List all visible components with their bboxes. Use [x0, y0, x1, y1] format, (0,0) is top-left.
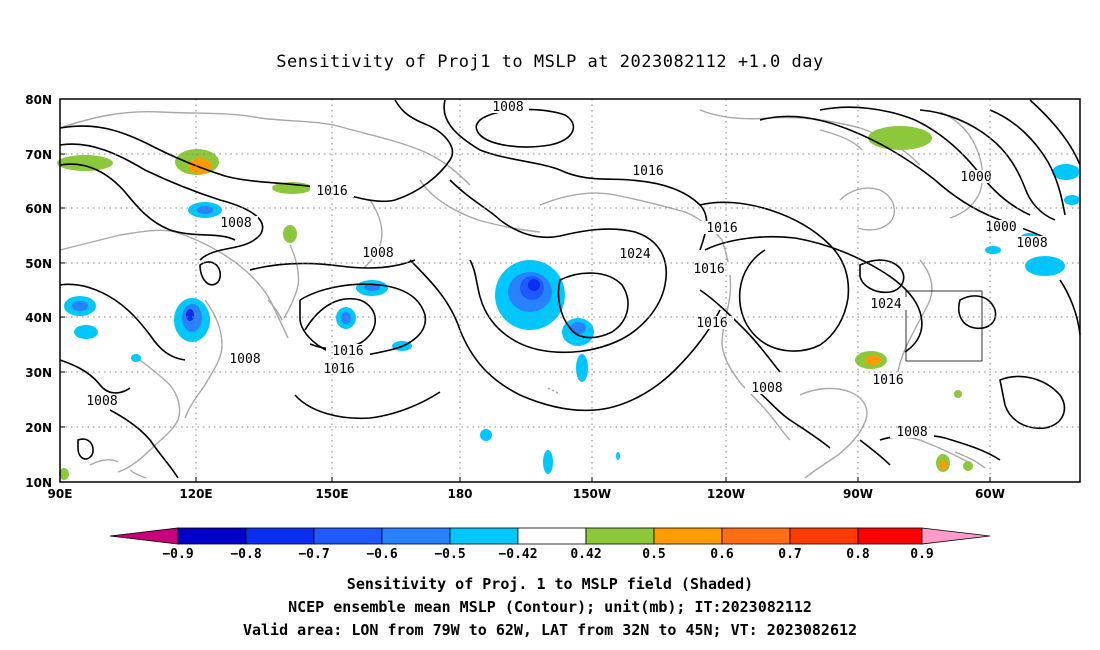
- lon-label: 150E: [315, 487, 348, 501]
- lon-label: 90E: [48, 487, 73, 501]
- lat-label: 40N: [25, 311, 52, 325]
- lon-label: 90W: [843, 487, 873, 501]
- lat-label: 50N: [25, 257, 52, 271]
- lat-label: 20N: [25, 421, 52, 435]
- contour-label: 1000: [960, 170, 991, 185]
- colorbar-label: 0.8: [846, 547, 870, 562]
- colorbar-label: −0.7: [298, 547, 329, 562]
- colorbar-label: −0.8: [230, 547, 261, 562]
- colorbar-label: −0.6: [366, 547, 397, 562]
- lat-label: 10N: [25, 476, 52, 490]
- contour-label: 1016: [693, 262, 724, 277]
- caption-line-1: Sensitivity of Proj. 1 to MSLP field (Sh…: [347, 575, 753, 593]
- contour-label: 1008: [751, 381, 782, 396]
- valid-area-box: [905, 290, 983, 362]
- lon-label: 120W: [707, 487, 745, 501]
- colorbar-label: −0.9: [162, 547, 193, 562]
- colorbar-swatch: [721, 527, 791, 545]
- contour-label: 1016: [332, 344, 363, 359]
- contour-label: 1016: [706, 221, 737, 236]
- contour-label: 1016: [632, 164, 663, 179]
- colorbar-swatch: [381, 527, 451, 545]
- colorbar-label: 0.42: [570, 547, 601, 562]
- colorbar-swatch: [789, 527, 859, 545]
- lat-label: 70N: [25, 148, 52, 162]
- colorbar: −0.9 −0.8 −0.7 −0.6 −0.5 −0.42 0.42 0.5 …: [109, 527, 991, 562]
- contour-label: 1016: [696, 316, 727, 331]
- lon-label: 120E: [179, 487, 212, 501]
- colorbar-label: 0.9: [910, 547, 933, 562]
- colorbar-label: 0.6: [710, 547, 734, 562]
- contour-label: 1016: [316, 184, 347, 199]
- contour-label: 1008: [1016, 236, 1047, 251]
- colorbar-swatch: [585, 527, 655, 545]
- caption-line-3: Valid area: LON from 79W to 62W, LAT fro…: [243, 621, 857, 639]
- longitude-labels: 90E 120E 150E 180 150W 120W 90W 60W: [48, 487, 1005, 501]
- contour-label: 1008: [86, 394, 117, 409]
- colorbar-high-arrow: [921, 527, 991, 545]
- contour-label: 1008: [362, 246, 393, 261]
- colorbar-swatch: [313, 527, 383, 545]
- contour-label: 1008: [896, 425, 927, 440]
- lon-label: 150W: [573, 487, 611, 501]
- colorbar-swatch: [857, 527, 923, 545]
- contour-label: 1016: [872, 373, 903, 388]
- colorbar-labels: −0.9 −0.8 −0.7 −0.6 −0.5 −0.42 0.42 0.5 …: [162, 547, 933, 562]
- contour-label: 1016: [323, 362, 354, 377]
- colorbar-swatch: [177, 527, 247, 545]
- colorbar-low-arrow: [109, 527, 179, 545]
- contour-label: 1008: [492, 100, 523, 115]
- colorbar-label: 0.7: [778, 547, 801, 562]
- colorbar-swatch: [517, 527, 587, 545]
- colorbar-swatch: [245, 527, 315, 545]
- lat-label: 80N: [25, 93, 52, 107]
- colorbar-label: −0.42: [498, 547, 537, 562]
- lat-label: 60N: [25, 202, 52, 216]
- caption-line-2: NCEP ensemble mean MSLP (Contour); unit(…: [288, 598, 812, 616]
- lat-label: 30N: [25, 366, 52, 380]
- contour-labels: 1008 1016 1008 1008 1016 1024 1016 1016 …: [80, 100, 1054, 440]
- grid-lines: [60, 99, 1080, 482]
- contour-label: 1000: [985, 220, 1016, 235]
- contour-label: 1008: [220, 216, 251, 231]
- map-panel: 1008 1016 1008 1008 1016 1024 1016 1016 …: [57, 98, 1081, 483]
- colorbar-label: 0.5: [642, 547, 665, 562]
- colorbar-swatch: [449, 527, 519, 545]
- colorbar-label: −0.5: [434, 547, 465, 562]
- sensitivity-shading: [57, 126, 1080, 480]
- contour-label: 1024: [619, 247, 650, 262]
- colorbar-swatch: [653, 527, 723, 545]
- lon-label: 180: [447, 487, 472, 501]
- latitude-labels: 80N 70N 60N 50N 40N 30N 20N 10N: [25, 93, 52, 490]
- map-title: Sensitivity of Proj1 to MSLP at 20230821…: [276, 52, 823, 72]
- contour-label: 1024: [870, 297, 901, 312]
- lon-label: 60W: [975, 487, 1005, 501]
- contour-label: 1008: [229, 352, 260, 367]
